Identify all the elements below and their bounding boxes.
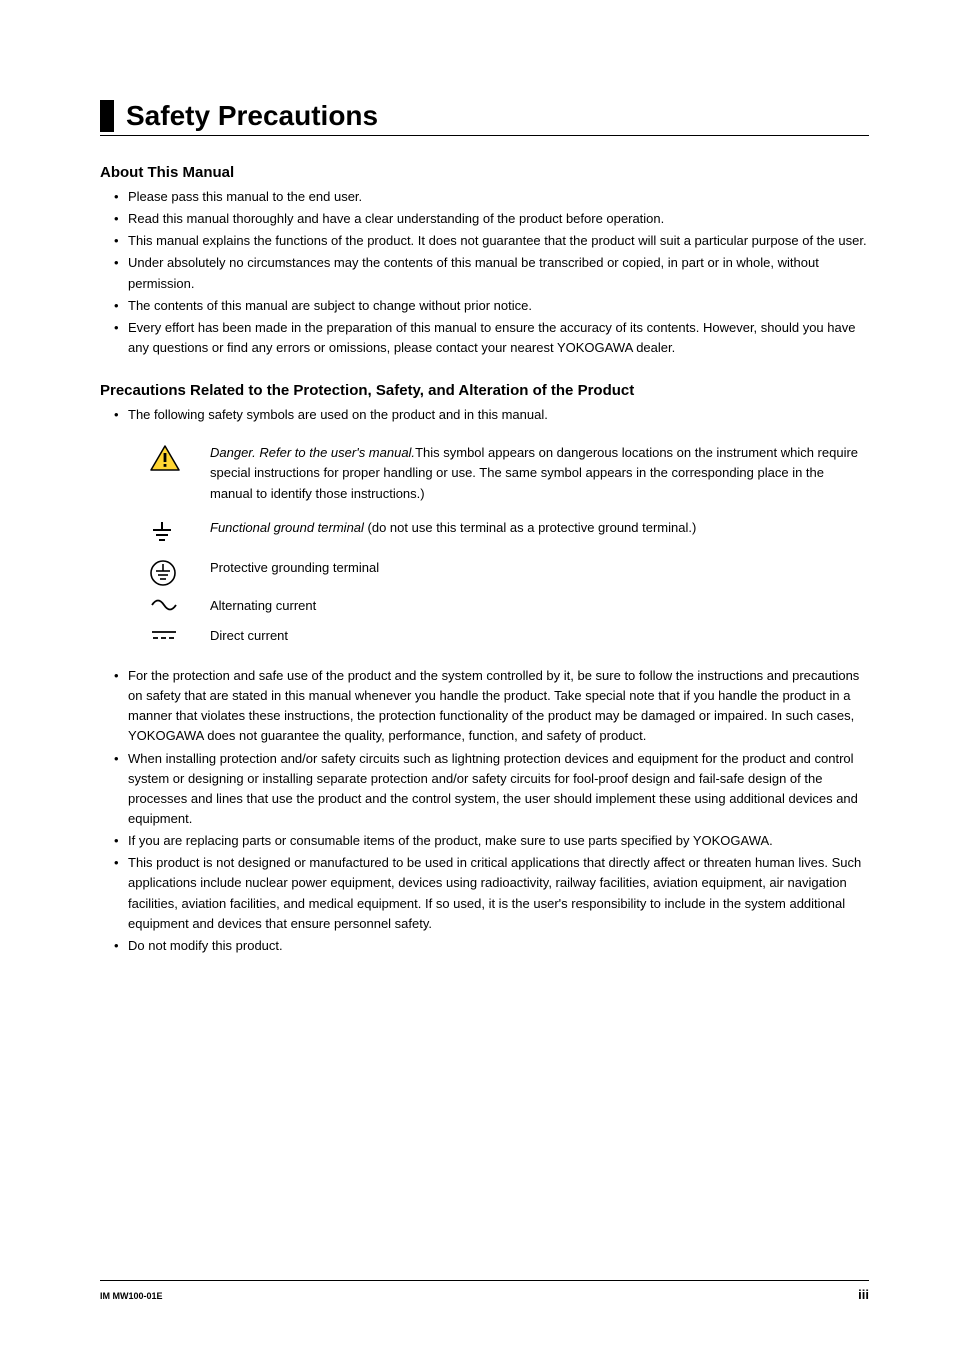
symbol-row-dc: Direct current [100,626,869,646]
danger-text-italic: Danger. Refer to the user's manual. [210,445,415,460]
list-item: When installing protection and/or safety… [128,749,869,830]
title-bar: Safety Precautions [100,100,869,132]
protective-ground-icon [150,558,210,586]
func-ground-italic: Functional ground terminal [210,520,364,535]
page-title: Safety Precautions [126,100,378,132]
list-item: This manual explains the functions of th… [128,231,869,251]
danger-icon [150,443,210,471]
precautions-intro-list: The following safety symbols are used on… [100,405,869,425]
list-item: This product is not designed or manufact… [128,853,869,934]
list-item: If you are replacing parts or consumable… [128,831,869,851]
title-rule [100,135,869,136]
ac-text: Alternating current [210,596,869,616]
list-item: Every effort has been made in the prepar… [128,318,869,358]
danger-text: Danger. Refer to the user's manual.This … [210,443,869,503]
precautions-heading: Precautions Related to the Protection, S… [100,382,869,399]
list-item: Please pass this manual to the end user. [128,187,869,207]
list-item: Under absolutely no circumstances may th… [128,253,869,293]
list-item: Do not modify this product. [128,936,869,956]
about-bullet-list: Please pass this manual to the end user.… [100,187,869,358]
dc-text: Direct current [210,626,869,646]
footer-doc-id: IM MW100-01E [100,1291,163,1301]
functional-ground-icon [150,518,210,544]
ac-icon [150,596,210,612]
precautions-bullet-list: For the protection and safe use of the p… [100,666,869,956]
list-item: The following safety symbols are used on… [128,405,869,425]
dc-icon [150,626,210,642]
footer-page-number: iii [858,1287,869,1302]
page-footer: IM MW100-01E iii [100,1280,869,1302]
list-item: The contents of this manual are subject … [128,296,869,316]
symbol-row-func-ground: Functional ground terminal (do not use t… [100,518,869,544]
protective-ground-text: Protective grounding terminal [210,558,869,578]
list-item: For the protection and safe use of the p… [128,666,869,747]
func-ground-text: Functional ground terminal (do not use t… [210,518,869,538]
footer-row: IM MW100-01E iii [100,1287,869,1302]
symbol-row-danger: Danger. Refer to the user's manual.This … [100,443,869,503]
symbol-row-ac: Alternating current [100,596,869,616]
list-item: Read this manual thoroughly and have a c… [128,209,869,229]
about-heading: About This Manual [100,164,869,181]
footer-rule [100,1280,869,1281]
title-accent-block [100,100,114,132]
func-ground-rest: (do not use this terminal as a protectiv… [364,520,696,535]
symbol-row-protective-ground: Protective grounding terminal [100,558,869,586]
